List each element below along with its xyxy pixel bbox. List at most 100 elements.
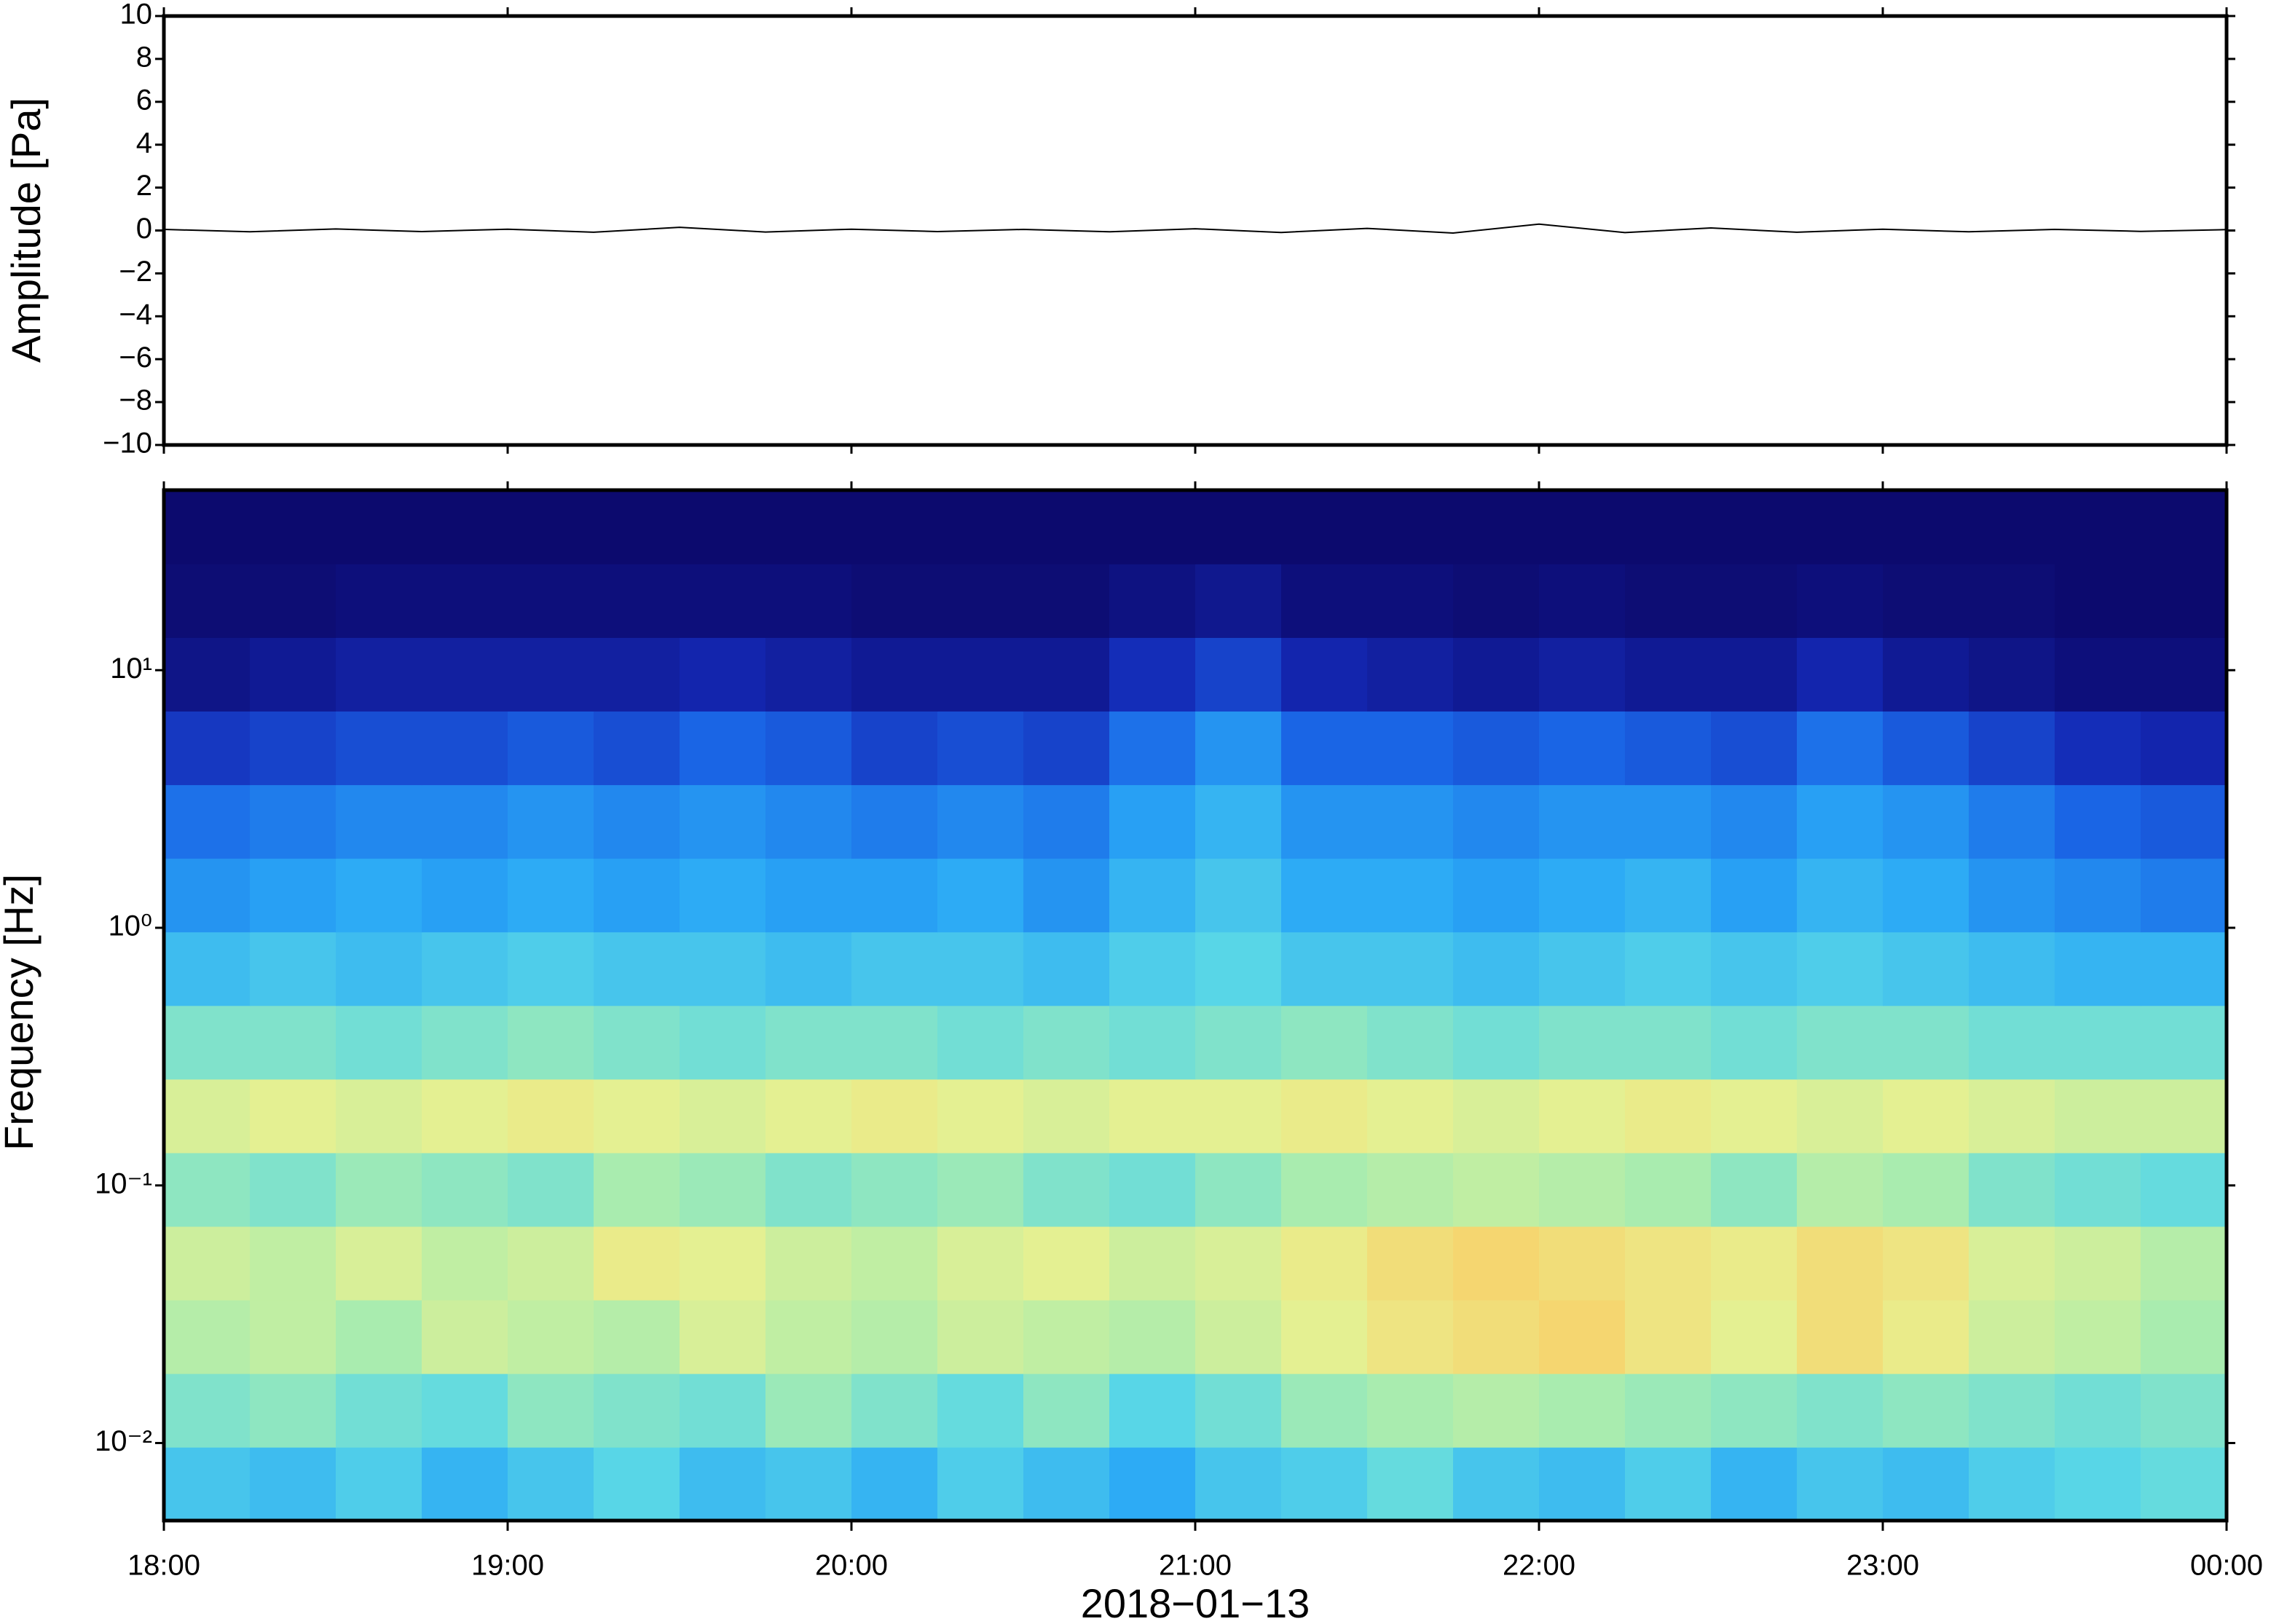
heatmap-cell bbox=[2141, 1079, 2227, 1154]
heatmap-cell bbox=[1711, 1299, 1798, 1374]
heatmap-cell bbox=[164, 1299, 251, 1374]
heatmap-cell bbox=[594, 564, 680, 638]
heatmap-cell bbox=[2055, 1079, 2141, 1154]
heatmap-cell bbox=[1109, 784, 1196, 859]
heatmap-cell bbox=[1023, 490, 1110, 564]
heatmap-cell bbox=[2055, 637, 2141, 712]
heatmap-cell bbox=[1539, 637, 1626, 712]
heatmap-cell bbox=[851, 1152, 938, 1227]
heatmap-cell bbox=[1883, 711, 1969, 786]
heatmap-cell bbox=[1023, 1299, 1110, 1374]
y-tick-label: 10¹ bbox=[110, 653, 152, 685]
heatmap-cell bbox=[250, 1373, 336, 1448]
heatmap-cell bbox=[1711, 931, 1798, 1006]
heatmap-cell bbox=[1195, 564, 1282, 638]
heatmap-cell bbox=[2141, 1373, 2227, 1448]
heatmap-cell bbox=[1883, 1299, 1969, 1374]
heatmap-cell bbox=[1281, 1299, 1368, 1374]
heatmap-cell bbox=[680, 1373, 766, 1448]
heatmap-cell bbox=[164, 1226, 251, 1301]
heatmap-cell bbox=[1023, 564, 1110, 638]
heatmap-cell bbox=[336, 1373, 422, 1448]
heatmap-cell bbox=[1539, 490, 1626, 564]
heatmap-cell bbox=[1367, 564, 1454, 638]
heatmap-cell bbox=[336, 1226, 422, 1301]
heatmap-cell bbox=[1023, 1226, 1110, 1301]
heatmap-cell bbox=[1625, 1446, 1712, 1521]
heatmap-cell bbox=[508, 564, 594, 638]
heatmap-cell bbox=[1195, 1226, 1282, 1301]
heatmap-cell bbox=[1109, 1152, 1196, 1227]
heatmap-cell bbox=[1023, 931, 1110, 1006]
heatmap-cell bbox=[1797, 858, 1884, 933]
heatmap-cell bbox=[1109, 564, 1196, 638]
heatmap-cell bbox=[250, 1079, 336, 1154]
heatmap-cell bbox=[1367, 784, 1454, 859]
heatmap-cell bbox=[1367, 490, 1454, 564]
y-tick-label: −4 bbox=[119, 299, 152, 331]
heatmap-cell bbox=[336, 1079, 422, 1154]
heatmap-cell bbox=[594, 1446, 680, 1521]
heatmap-cell bbox=[1281, 1005, 1368, 1080]
heatmap-cell bbox=[250, 637, 336, 712]
heatmap-cell bbox=[164, 858, 251, 933]
heatmap-cell bbox=[1969, 931, 2055, 1006]
heatmap-cell bbox=[1195, 711, 1282, 786]
heatmap-cell bbox=[2141, 858, 2227, 933]
heatmap-cell bbox=[1367, 1079, 1454, 1154]
heatmap-cell bbox=[2055, 564, 2141, 638]
heatmap-cell bbox=[1797, 1299, 1884, 1374]
heatmap-cell bbox=[765, 931, 852, 1006]
heatmap-cell bbox=[680, 858, 766, 933]
heatmap-cell bbox=[2141, 637, 2227, 712]
x-tick-label: 18:00 bbox=[127, 1550, 200, 1582]
heatmap-cell bbox=[937, 711, 1024, 786]
heatmap-cell bbox=[1797, 1152, 1884, 1227]
heatmap-cell bbox=[851, 637, 938, 712]
heatmap-cell bbox=[1969, 637, 2055, 712]
heatmap-cell bbox=[1367, 858, 1454, 933]
heatmap-cell bbox=[164, 1079, 251, 1154]
heatmap-cell bbox=[851, 1299, 938, 1374]
heatmap-cell bbox=[1625, 1152, 1712, 1227]
heatmap-cell bbox=[1625, 1079, 1712, 1154]
waveform bbox=[163, 223, 2227, 234]
heatmap-cell bbox=[336, 711, 422, 786]
heatmap-cell bbox=[336, 564, 422, 638]
heatmap-cell bbox=[164, 1152, 251, 1227]
heatmap-cell bbox=[250, 931, 336, 1006]
heatmap-cell bbox=[1883, 564, 1969, 638]
heatmap-cell bbox=[1453, 784, 1540, 859]
heatmap-cell bbox=[1281, 931, 1368, 1006]
heatmap-cell bbox=[680, 784, 766, 859]
heatmap-cell bbox=[851, 858, 938, 933]
heatmap-cell bbox=[937, 784, 1024, 859]
heatmap-cell bbox=[851, 564, 938, 638]
heatmap-cell bbox=[594, 1226, 680, 1301]
heatmap-cell bbox=[1625, 490, 1712, 564]
heatmap-cell bbox=[1969, 1005, 2055, 1080]
heatmap-cell bbox=[1453, 858, 1540, 933]
heatmap-cell bbox=[765, 1446, 852, 1521]
plot-frame bbox=[162, 488, 2229, 1523]
heatmap-cell bbox=[765, 564, 852, 638]
x-tick-label: 20:00 bbox=[815, 1550, 888, 1582]
heatmap-cell bbox=[2141, 490, 2227, 564]
heatmap-cell bbox=[765, 858, 852, 933]
heatmap-cell bbox=[250, 564, 336, 638]
heatmap-cell bbox=[1023, 1446, 1110, 1521]
heatmap-cell bbox=[2055, 1299, 2141, 1374]
heatmap-cell bbox=[1883, 784, 1969, 859]
heatmap-cell bbox=[1453, 490, 1540, 564]
heatmap-cell bbox=[1797, 1226, 1884, 1301]
heatmap-cell bbox=[594, 858, 680, 933]
heatmap-cell bbox=[250, 1446, 336, 1521]
heatmap-cell bbox=[1367, 1373, 1454, 1448]
heatmap-cell bbox=[937, 858, 1024, 933]
heatmap-cell bbox=[1195, 1152, 1282, 1227]
heatmap-cell bbox=[1797, 1373, 1884, 1448]
heatmap-cell bbox=[164, 931, 251, 1006]
heatmap-cell bbox=[250, 1226, 336, 1301]
heatmap-cell bbox=[594, 1005, 680, 1080]
